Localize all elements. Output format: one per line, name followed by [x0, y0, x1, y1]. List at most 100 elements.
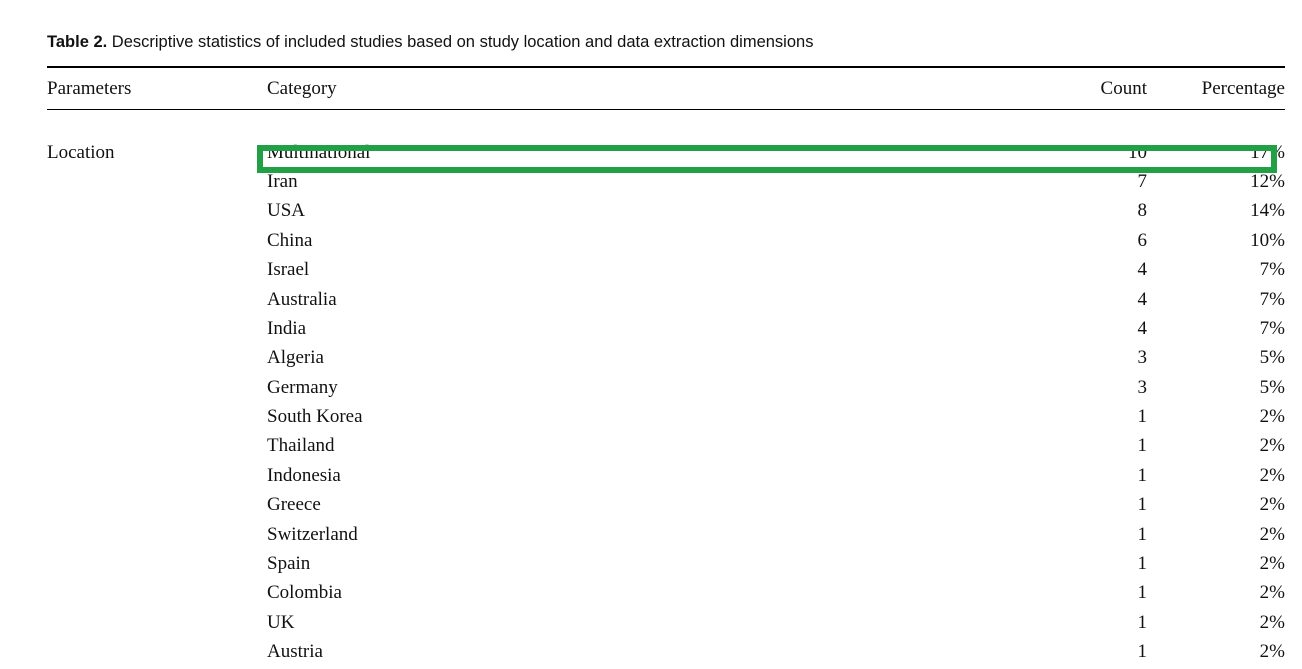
row-category: UK: [267, 611, 295, 633]
table-row: Thailand 1 2%: [47, 433, 1285, 462]
row-category: Thailand: [267, 435, 335, 457]
row-percentage: 5%: [1259, 376, 1285, 398]
row-percentage: 2%: [1259, 406, 1285, 428]
row-parameter-empty: [47, 492, 267, 521]
table-caption-text: Descriptive statistics of included studi…: [107, 33, 814, 51]
row-percentage: 2%: [1259, 464, 1285, 486]
statistics-table: Parameters Category Count Percentage Loc…: [47, 66, 1285, 669]
table-data: Location Multinational 10 17% Iran 7 12% USA 8 14…: [47, 110, 1285, 668]
row-count: 6: [1137, 229, 1148, 251]
row-parameter-empty: [47, 639, 267, 668]
row-parameter-empty: [47, 463, 267, 492]
row-parameter-label: Location: [47, 141, 115, 163]
table-row: Location Multinational 10 17%: [47, 140, 1285, 169]
row-count: 8: [1137, 200, 1148, 222]
row-parameter-empty: [47, 610, 267, 639]
row-percentage: 5%: [1259, 347, 1285, 369]
row-percentage: 2%: [1259, 641, 1285, 663]
table-row: Iran 7 12%: [47, 169, 1285, 198]
row-parameter-empty: [47, 198, 267, 227]
row-parameter-empty: [47, 345, 267, 374]
row-percentage: 2%: [1259, 582, 1285, 604]
document-page: Table 2. Descriptive statistics of inclu…: [47, 32, 1287, 663]
row-percentage: 2%: [1259, 553, 1285, 575]
column-header-category: Category: [267, 77, 337, 99]
row-count: 1: [1137, 553, 1148, 575]
row-category: Israel: [267, 259, 310, 281]
row-parameter-empty: [47, 169, 267, 198]
row-count: 1: [1137, 435, 1148, 457]
table-spacer-row: [47, 110, 1285, 139]
row-percentage: 2%: [1259, 494, 1285, 516]
row-category: Iran: [267, 170, 298, 192]
row-category: Greece: [267, 494, 321, 516]
table-header-row: Parameters Category Count Percentage: [47, 68, 1285, 109]
row-count: 1: [1137, 464, 1148, 486]
row-category: Multinational: [267, 141, 371, 163]
row-category: Austria: [267, 641, 323, 663]
row-count: 1: [1137, 611, 1148, 633]
row-count: 4: [1137, 259, 1148, 281]
row-category: USA: [267, 200, 306, 222]
row-category: Algeria: [267, 347, 324, 369]
row-category: China: [267, 229, 313, 251]
row-count: 1: [1137, 582, 1148, 604]
row-percentage: 2%: [1259, 435, 1285, 457]
row-percentage: 10%: [1250, 229, 1285, 251]
row-category: Germany: [267, 376, 338, 398]
row-count: 1: [1137, 494, 1148, 516]
row-count: 1: [1137, 406, 1148, 428]
table-rows: Location Multinational 10 17% Iran 7 12% USA 8 14…: [47, 110, 1285, 668]
row-percentage: 14%: [1250, 200, 1285, 222]
row-category: Indonesia: [267, 464, 341, 486]
row-parameter-empty: [47, 551, 267, 580]
table-caption-label: Table 2.: [47, 33, 108, 51]
row-parameter-empty: [47, 433, 267, 462]
column-header-count: Count: [1100, 77, 1147, 99]
column-header-parameters: Parameters: [47, 77, 132, 99]
row-count: 10: [1128, 141, 1147, 163]
row-parameter-empty: [47, 375, 267, 404]
table-row: Algeria 3 5%: [47, 345, 1285, 374]
row-count: 3: [1137, 347, 1148, 369]
row-parameter-empty: [47, 228, 267, 257]
row-count: 1: [1137, 641, 1148, 663]
row-category: India: [267, 317, 307, 339]
table-row: Spain 1 2%: [47, 551, 1285, 580]
table-row: Australia 4 7%: [47, 287, 1285, 316]
table-row: India 4 7%: [47, 316, 1285, 345]
row-category: Australia: [267, 288, 337, 310]
table-row: Colombia 1 2%: [47, 580, 1285, 609]
row-parameter-empty: [47, 316, 267, 345]
table-header-rule: [47, 108, 1285, 111]
row-count: 3: [1137, 376, 1148, 398]
row-count: 1: [1137, 523, 1148, 545]
row-category: Switzerland: [267, 523, 358, 545]
row-category: Spain: [267, 553, 311, 575]
row-percentage: 2%: [1259, 523, 1285, 545]
table-body: Parameters Category Count Percentage: [47, 68, 1285, 109]
row-percentage: 12%: [1250, 170, 1285, 192]
column-header-percentage: Percentage: [1201, 77, 1285, 99]
table-row: South Korea 1 2%: [47, 404, 1285, 433]
row-percentage: 7%: [1259, 288, 1285, 310]
table-row: China 6 10%: [47, 228, 1285, 257]
table-row: Austria 1 2%: [47, 639, 1285, 668]
table-row: UK 1 2%: [47, 610, 1285, 639]
table-row: Israel 4 7%: [47, 257, 1285, 286]
table-caption: Table 2. Descriptive statistics of inclu…: [47, 32, 1287, 52]
row-count: 4: [1137, 317, 1148, 339]
table-row: USA 8 14%: [47, 198, 1285, 227]
table-row: Switzerland 1 2%: [47, 522, 1285, 551]
row-parameter-empty: [47, 404, 267, 433]
row-category: Colombia: [267, 582, 342, 604]
row-count: 4: [1137, 288, 1148, 310]
table-top-rule: [47, 66, 1285, 68]
row-parameter-empty: [47, 580, 267, 609]
row-parameter-empty: [47, 287, 267, 316]
row-count: 7: [1137, 170, 1148, 192]
row-percentage: 17%: [1250, 141, 1285, 163]
row-parameter-empty: [47, 257, 267, 286]
row-category: South Korea: [267, 406, 363, 428]
table-row: Germany 3 5%: [47, 375, 1285, 404]
